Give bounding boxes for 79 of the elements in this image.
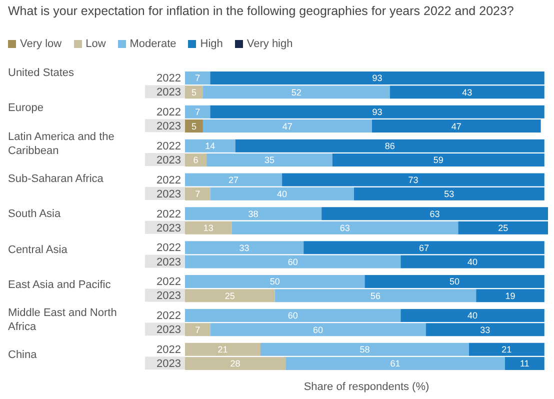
y-tick-label: 2023 [156,324,181,336]
data-label: 11 [520,358,530,369]
y-tick-label: 2023 [156,222,181,234]
legend-label: Very low [19,38,62,50]
data-label: 13 [203,223,214,234]
data-label: 25 [224,290,235,301]
text: South Asia [8,207,62,222]
y-tick-label: 2022 [156,72,181,85]
data-label: 40 [277,189,288,200]
legend-label: Very high [246,38,293,50]
data-label: 40 [468,310,478,321]
data-label: 7 [195,324,200,335]
text: Latin America and the Caribbean [8,130,116,158]
legend-label: High [199,38,223,50]
y-tick-label: 2023 [156,358,181,370]
data-label: 7 [195,189,200,200]
data-label: 61 [390,358,400,369]
data-label: 33 [480,324,490,335]
data-label: 25 [498,223,508,234]
y-tick-label: 2022 [156,344,181,356]
x-axis-title: Share of respondents (%) [304,381,430,394]
data-label: 67 [418,242,430,253]
data-label: 47 [282,121,292,132]
data-label: 14 [205,141,216,152]
text: United States [8,66,76,80]
data-label: 28 [230,358,240,369]
text: Central Asia [8,242,68,257]
data-label: 40 [468,256,478,267]
data-label: 47 [451,121,462,132]
data-label: 35 [264,155,274,166]
legend-label: Moderate [128,38,176,50]
data-label: 63 [340,223,350,234]
data-label: 86 [384,141,395,152]
legend-label: Low [84,38,106,50]
data-label: 6 [193,155,198,166]
data-label: 50 [450,276,460,287]
y-tick-label: 2022 [156,276,181,288]
y-tick-label: 2022 [156,310,181,322]
data-label: 7 [195,107,200,118]
y-tick-label: 2023 [156,86,181,99]
data-label: 63 [430,208,440,219]
text: Sub-Saharan Africa [8,172,104,186]
y-tick-label: 2022 [156,106,181,118]
y-tick-label: 2023 [156,154,181,167]
data-label: 19 [505,290,516,301]
data-label: 21 [218,344,228,355]
text: China [8,348,38,362]
data-label: 60 [288,256,298,267]
data-label: 60 [288,310,298,321]
data-label: 73 [408,174,418,185]
data-label: 52 [291,87,302,98]
data-label: 5 [191,87,196,98]
y-tick-label: 2023 [156,188,181,200]
data-label: 21 [502,344,512,355]
data-label: 93 [372,107,382,118]
text: Middle East and North Africa [8,306,118,334]
data-label: 5 [191,121,196,132]
data-label: 93 [372,73,382,84]
data-label: 50 [270,276,280,287]
y-tick-label: 2023 [156,256,181,268]
data-label: 27 [228,174,239,185]
data-label: 60 [312,324,323,335]
data-label: 53 [444,189,454,200]
data-label: 59 [433,155,444,166]
text: East Asia and Pacific [8,278,112,292]
y-tick-label: 2022 [156,174,181,186]
text: Europe [8,101,44,116]
y-tick-label: 2022 [156,140,181,152]
y-tick-label: 2022 [156,242,181,254]
data-label: 56 [370,290,380,301]
y-tick-label: 2022 [156,208,181,220]
data-label: 7 [195,73,200,84]
chart-title: What is your expectation for inflation in the following geographies for years 2022 and 2023? [8,4,514,18]
data-label: 38 [248,208,258,219]
data-label: 43 [462,87,472,98]
data-label: 58 [360,344,370,355]
y-tick-label: 2023 [156,120,181,133]
y-tick-label: 2023 [156,290,181,302]
data-label: 33 [239,242,250,253]
